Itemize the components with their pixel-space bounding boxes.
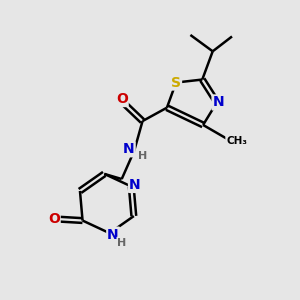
Text: N: N — [212, 95, 224, 110]
Text: O: O — [48, 212, 60, 226]
Text: H: H — [117, 238, 127, 248]
Text: H: H — [139, 151, 148, 161]
Text: CH₃: CH₃ — [226, 136, 247, 146]
Text: N: N — [129, 178, 141, 192]
Text: N: N — [107, 228, 119, 242]
Text: O: O — [116, 92, 128, 106]
Text: N: N — [123, 142, 135, 156]
Text: S: S — [171, 76, 181, 89]
